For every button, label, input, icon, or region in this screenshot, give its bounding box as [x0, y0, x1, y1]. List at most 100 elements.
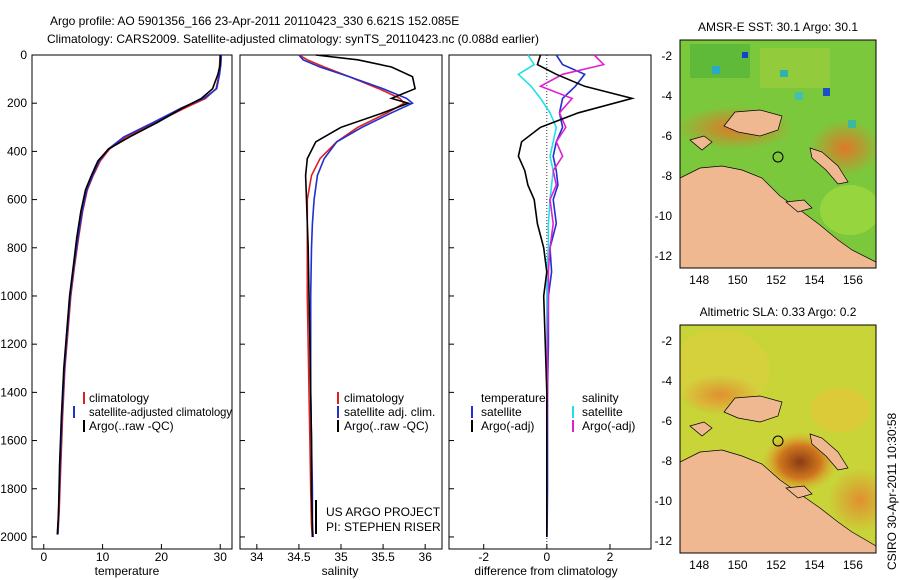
lon-tick-label: 156: [843, 273, 863, 287]
lat-tick-label: -6: [661, 129, 672, 143]
sst-map-field: [680, 40, 876, 268]
salinity-line-argo-raw-qc-: [304, 54, 417, 537]
profile-plot-layer: [32, 54, 854, 553]
sst-patch: [760, 48, 830, 88]
sst-lat-tick-labels: -2 -4 -6 -8 -10 -12: [655, 49, 673, 263]
sst-patch: [820, 185, 876, 235]
difference-legend: temperature satellite Argo(-adj) salinit…: [471, 391, 635, 433]
legend-heading-temperature: temperature: [481, 391, 546, 405]
temperature-panel-frame: [31, 54, 233, 550]
lon-tick-label: 154: [804, 558, 824, 572]
lon-tick-label: 152: [766, 558, 786, 572]
depth-tick-label: 0: [20, 48, 27, 62]
sst-pixel: [742, 52, 748, 58]
depth-tick-label: 1200: [0, 337, 27, 351]
depth-tick-label: 200: [7, 96, 27, 110]
sst-pixel: [795, 92, 803, 100]
lat-tick-label: -12: [655, 534, 673, 548]
sst-land-bougainville: [809, 147, 849, 185]
salinity-panel-frame: [239, 54, 443, 550]
temperature-tick-labels: 0 10 20 30: [40, 550, 227, 564]
temperature-legend: climatology satellite-adjusted climatolo…: [73, 391, 232, 433]
lat-tick-label: -10: [655, 494, 673, 508]
sst-lon-tick-labels: 148 150 152 154 156: [689, 273, 863, 287]
sst-map-frame: [679, 39, 877, 269]
lon-tick-label: 154: [804, 273, 824, 287]
legend-label: Argo(..raw -QC): [344, 419, 429, 433]
sst-land-islet: [785, 199, 813, 213]
sla-patch: [810, 388, 870, 432]
salinity-tick-label: 34: [250, 550, 264, 564]
temperature-tick-label: 20: [155, 550, 169, 564]
sst-pixel: [780, 70, 788, 77]
sst-pixel: [712, 66, 720, 74]
sst-pixel: [848, 120, 856, 128]
sla-float-marker: [772, 435, 784, 447]
sla-land-islet: [785, 485, 813, 499]
salinity-tick-labels: 34 34.5 35 35.5 36: [250, 550, 432, 564]
lon-tick-label: 152: [766, 273, 786, 287]
lon-tick-label: 150: [728, 558, 748, 572]
sla-map-field: [680, 325, 876, 553]
sla-map-frame: [679, 324, 877, 554]
temperature-tick-label: 0: [40, 550, 47, 564]
legend-label: climatology: [89, 391, 149, 405]
figure-title-line1: Argo profile: AO 5901356_166 23-Apr-2011…: [50, 14, 459, 28]
salinity-legend: climatology satellite adj. clim. Argo(..…: [337, 391, 435, 433]
depth-tick-label: 2000: [0, 530, 27, 544]
legend-label: satellite: [481, 405, 522, 419]
difference-line-temperature-argo-adj-: [517, 54, 636, 537]
legend-label: satellite-adjusted climatology: [89, 405, 232, 419]
salinity-tick-label: 35.5: [371, 550, 395, 564]
difference-line-salinity-satellite: [517, 54, 558, 537]
sst-land-new-guinea: [680, 165, 876, 268]
lat-tick-label: -8: [661, 454, 672, 468]
difference-line-salinity-argo-adj-: [538, 54, 606, 537]
lon-tick-label: 148: [689, 558, 709, 572]
salinity-tick-label: 36: [419, 550, 433, 564]
lon-tick-label: 156: [843, 558, 863, 572]
sla-high-patch: [828, 468, 876, 532]
depth-tick-label: 1000: [0, 289, 27, 303]
legend-label: Argo(-adj): [481, 419, 534, 433]
salinity-tick-label: 34.5: [287, 550, 311, 564]
sla-land-islet: [689, 421, 713, 437]
sla-lat-tick-labels: -2 -4 -6 -8 -10 -12: [655, 334, 673, 548]
legend-label: Argo(-adj): [582, 419, 635, 433]
depth-tick-label: 1400: [0, 385, 27, 399]
figure-title-line2: Climatology: CARS2009. Satellite-adjuste…: [47, 32, 539, 46]
sst-pixel: [823, 88, 830, 96]
depth-tick-labels: 0 200 400 600 800 1000 1200 1400 1600 18…: [0, 48, 27, 544]
difference-tick-label: 2: [607, 550, 614, 564]
lon-tick-label: 150: [728, 273, 748, 287]
sla-land-bougainville: [809, 433, 849, 471]
lat-tick-label: -4: [661, 374, 672, 388]
lat-tick-label: -4: [661, 89, 672, 103]
lat-tick-label: -10: [655, 209, 673, 223]
project-credit: US ARGO PROJECT: [326, 505, 441, 519]
sst-map-title: AMSR-E SST: 30.1 Argo: 30.1: [698, 20, 858, 34]
legend-label: satellite adj. clim.: [344, 405, 435, 419]
lat-tick-label: -2: [661, 49, 672, 63]
depth-tick-label: 800: [7, 241, 27, 255]
sla-land-new-guinea: [680, 449, 876, 553]
lat-tick-label: -2: [661, 334, 672, 348]
depth-tick-label: 1600: [0, 434, 27, 448]
salinity-tick-label: 35: [334, 550, 348, 564]
temperature-line-satellite-adjusted-climatology: [57, 54, 223, 535]
sst-warm-patch: [810, 120, 876, 176]
legend-label: Argo(..raw -QC): [89, 419, 174, 433]
legend-label: climatology: [344, 391, 404, 405]
csiro-timestamp: CSIRO 30-Apr-2011 10:30:58: [885, 412, 899, 570]
pi-credit: PI: STEPHEN RISER: [326, 520, 441, 534]
lat-tick-label: -6: [661, 414, 672, 428]
sst-land-islet: [689, 135, 713, 151]
temperature-line-argo-raw-qc-: [56, 55, 221, 535]
difference-tick-label: 0: [543, 550, 550, 564]
sla-land-new-britain: [723, 395, 783, 423]
sst-land-new-britain: [723, 109, 783, 137]
salinity-axis-label: salinity: [322, 564, 359, 578]
sla-lon-tick-labels: 148 150 152 154 156: [689, 558, 863, 572]
depth-tick-label: 600: [7, 193, 27, 207]
temperature-tick-label: 30: [214, 550, 228, 564]
